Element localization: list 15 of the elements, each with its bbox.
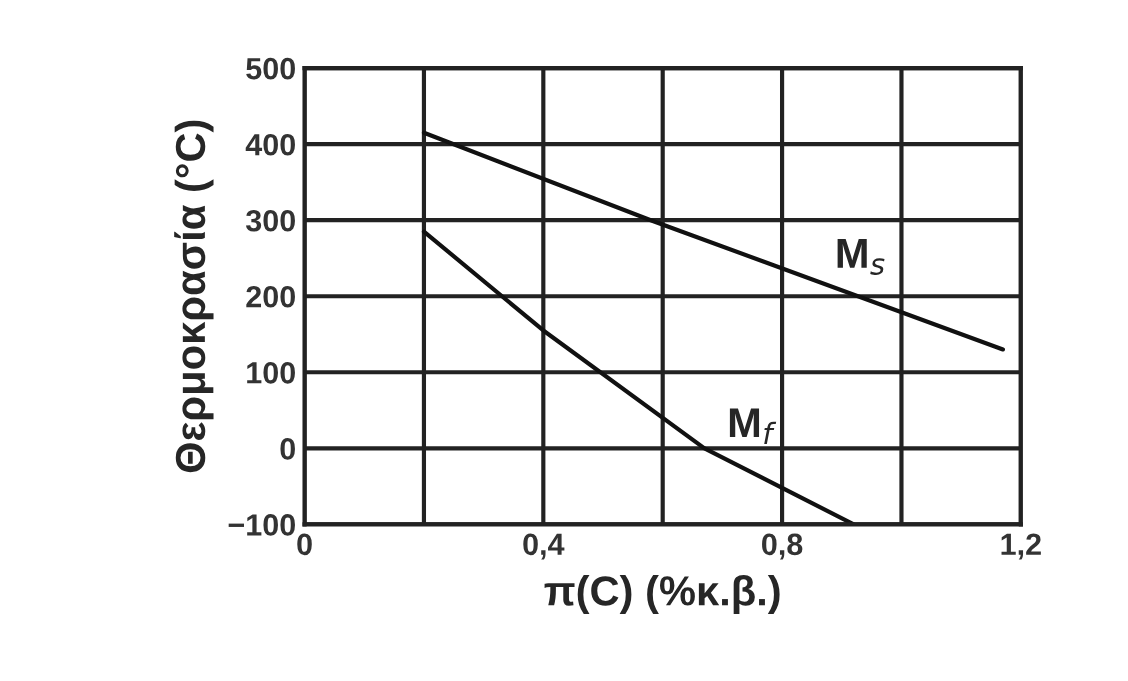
y-axis-title: Θερμοκρασία (°C) [174,120,214,473]
y-tick-label: 500 [246,57,295,80]
y-tick-label: 200 [246,285,295,308]
x-tick-label: 0 [297,533,312,556]
y-tick-label: 100 [247,362,295,384]
x-axis-title: π(C) (%κ.β.) [544,575,780,614]
y-tick-label: 400 [245,133,295,156]
annotation: M$_{f}$ [729,408,777,444]
y-tick-label: −100 [228,514,295,536]
x-tick-label: 0,4 [523,533,565,560]
y-tick-label: 300 [245,209,295,232]
y-tick-label: 0 [280,438,295,460]
annotation: M$_{s}$ [837,239,885,275]
x-tick-label: 0,8 [762,533,803,560]
x-tick-label: 1,2 [1001,533,1041,560]
